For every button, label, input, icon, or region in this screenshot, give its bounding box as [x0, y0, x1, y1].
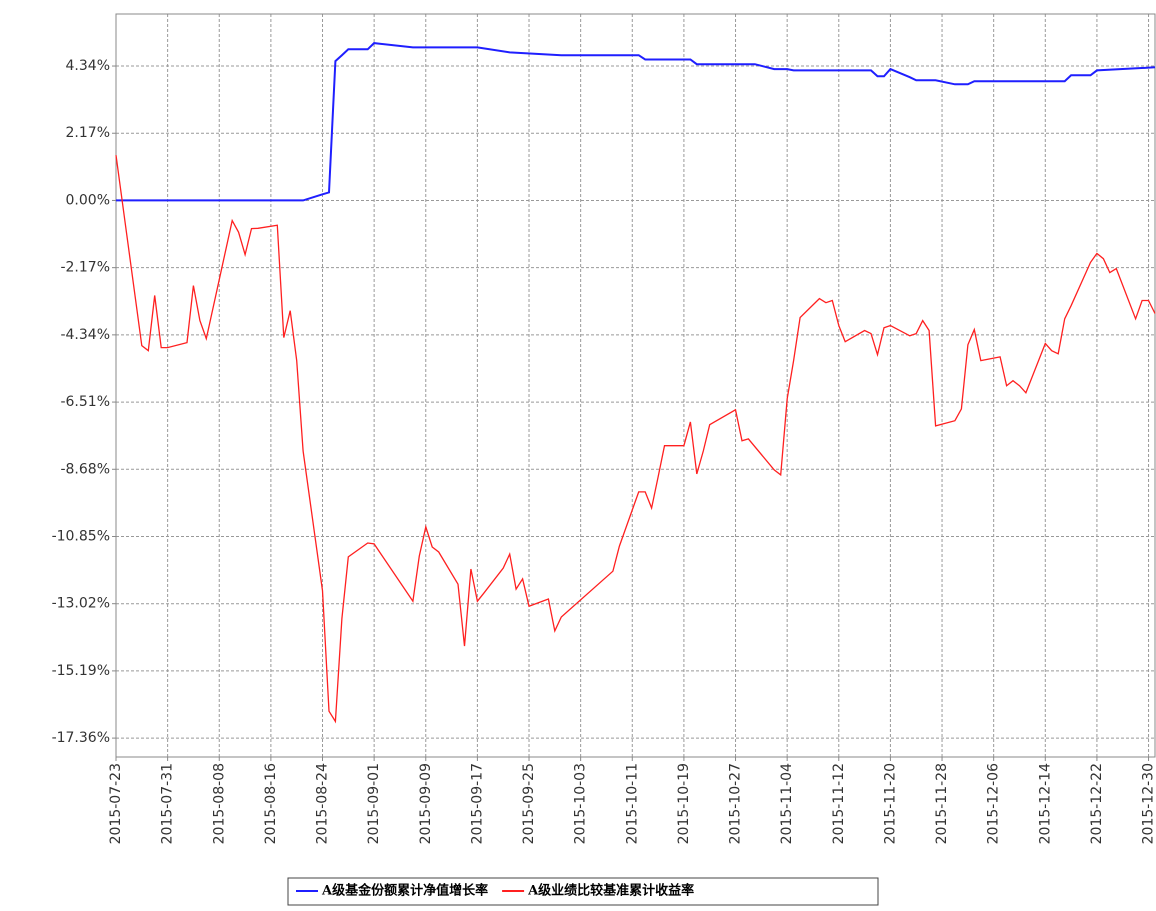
y-tick-label: 2.17%	[66, 125, 110, 141]
plot-frame	[115, 13, 1156, 758]
legend-label: A级业绩比较基准累计收益率	[527, 883, 694, 899]
y-tick-label: -8.68%	[60, 461, 110, 477]
x-tick-label: 2015-12-22	[1089, 763, 1105, 844]
legend-label: A级基金份额累计净值增长率	[321, 883, 488, 899]
y-tick-label: -2.17%	[60, 260, 110, 276]
y-tick-label: -6.51%	[60, 394, 110, 410]
x-tick-label: 2015-10-19	[676, 763, 692, 844]
y-tick-label: -17.36%	[52, 730, 110, 746]
x-tick-label: 2015-11-04	[779, 763, 795, 844]
x-tick-label: 2015-12-06	[986, 763, 1002, 844]
y-tick-label: -4.34%	[60, 327, 110, 343]
x-tick-label: 2015-09-17	[469, 763, 485, 844]
x-tick-label: 2015-08-08	[211, 763, 227, 844]
x-tick-label: 2015-08-16	[263, 763, 279, 844]
x-tick-label: 2015-11-20	[882, 763, 898, 844]
legend: A级基金份额累计净值增长率 A级业绩比较基准累计收益率	[287, 877, 879, 906]
x-tick-label: 2015-10-03	[573, 763, 589, 844]
x-tick-label: 2015-07-31	[160, 763, 176, 844]
y-tick-label: -15.19%	[52, 663, 110, 679]
x-tick-label: 2015-07-23	[108, 763, 124, 844]
y-tick-label: -13.02%	[52, 596, 110, 612]
y-tick-label: -10.85%	[52, 528, 110, 544]
x-tick-label: 2015-09-25	[521, 763, 537, 844]
x-tick-label: 2015-12-30	[1141, 763, 1156, 844]
series-line	[116, 42, 1156, 202]
legend-box	[287, 877, 879, 906]
x-tick-label: 2015-11-12	[831, 763, 847, 844]
x-tick-label: 2015-10-11	[624, 763, 640, 844]
x-tick-label: 2015-12-14	[1037, 763, 1053, 844]
x-tick-label: 2015-09-01	[366, 763, 382, 844]
y-tick-label: 0.00%	[66, 192, 110, 208]
x-tick-label: 2015-10-27	[728, 763, 744, 844]
x-tick-label: 2015-09-09	[418, 763, 434, 844]
y-tick-label: 4.34%	[66, 58, 110, 74]
x-tick-label: 2015-11-28	[934, 763, 950, 844]
series-line	[115, 155, 1156, 724]
x-tick-label: 2015-08-24	[315, 763, 331, 844]
